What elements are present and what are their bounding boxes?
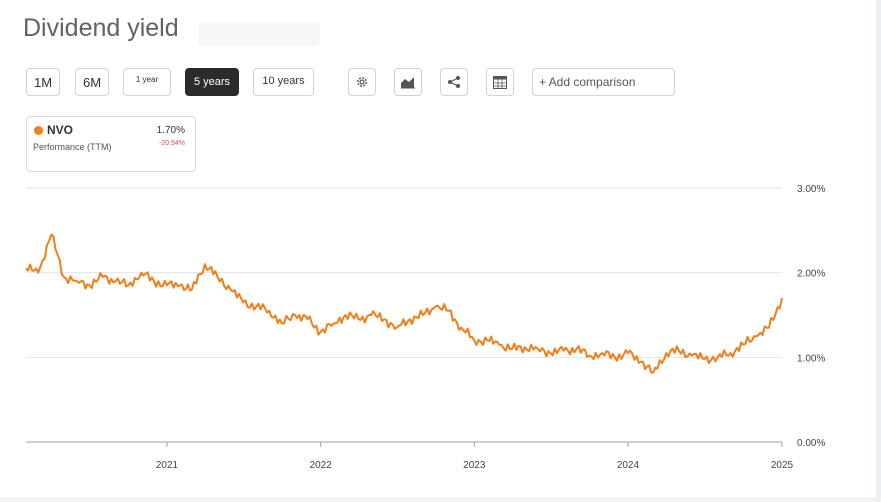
chart-type-button[interactable] (394, 68, 422, 96)
x-tick-label: 2024 (617, 460, 640, 471)
range-1y-button[interactable]: 1 year (123, 68, 171, 96)
add-comparison-input[interactable]: + Add comparison (532, 68, 675, 96)
x-tick-label: 2022 (310, 460, 333, 471)
legend-change: -20.94% (158, 140, 185, 147)
page-title: Dividend yield (23, 14, 179, 42)
y-tick-label: 2.00% (797, 269, 825, 280)
scrollbar-track[interactable] (876, 0, 881, 502)
gear-icon (357, 77, 367, 87)
y-tick-label: 1.00% (797, 353, 825, 364)
legend-card: NVO 1.70% Performance (TTM) -20.94% (26, 116, 196, 172)
series-line-nvo (25, 233, 783, 374)
settings-button[interactable] (348, 68, 376, 96)
chart-type-icon (401, 77, 415, 89)
x-tick-label: 2021 (156, 460, 179, 471)
legend-ticker: NVO (47, 123, 74, 137)
share-icon (448, 76, 460, 88)
title-placeholder (198, 22, 320, 46)
range-6m-button[interactable]: 6M (75, 68, 109, 96)
y-tick-label: 3.00% (797, 184, 825, 195)
x-tick-label: 2025 (771, 460, 794, 471)
x-tick-label: 2023 (463, 460, 486, 471)
y-tick-label: 0.00% (797, 438, 825, 449)
range-10y-button[interactable]: 10 years (253, 68, 314, 96)
legend-value: 1.70% (156, 125, 185, 136)
legend-subtitle: Performance (TTM) (33, 142, 112, 152)
table-icon (493, 75, 507, 89)
range-1m-button[interactable]: 1M (26, 68, 60, 96)
bottom-border (0, 497, 881, 502)
series-color-dot (34, 126, 43, 135)
range-5y-button[interactable]: 5 years (185, 68, 239, 96)
share-button[interactable] (440, 68, 468, 96)
table-view-button[interactable] (486, 68, 514, 96)
